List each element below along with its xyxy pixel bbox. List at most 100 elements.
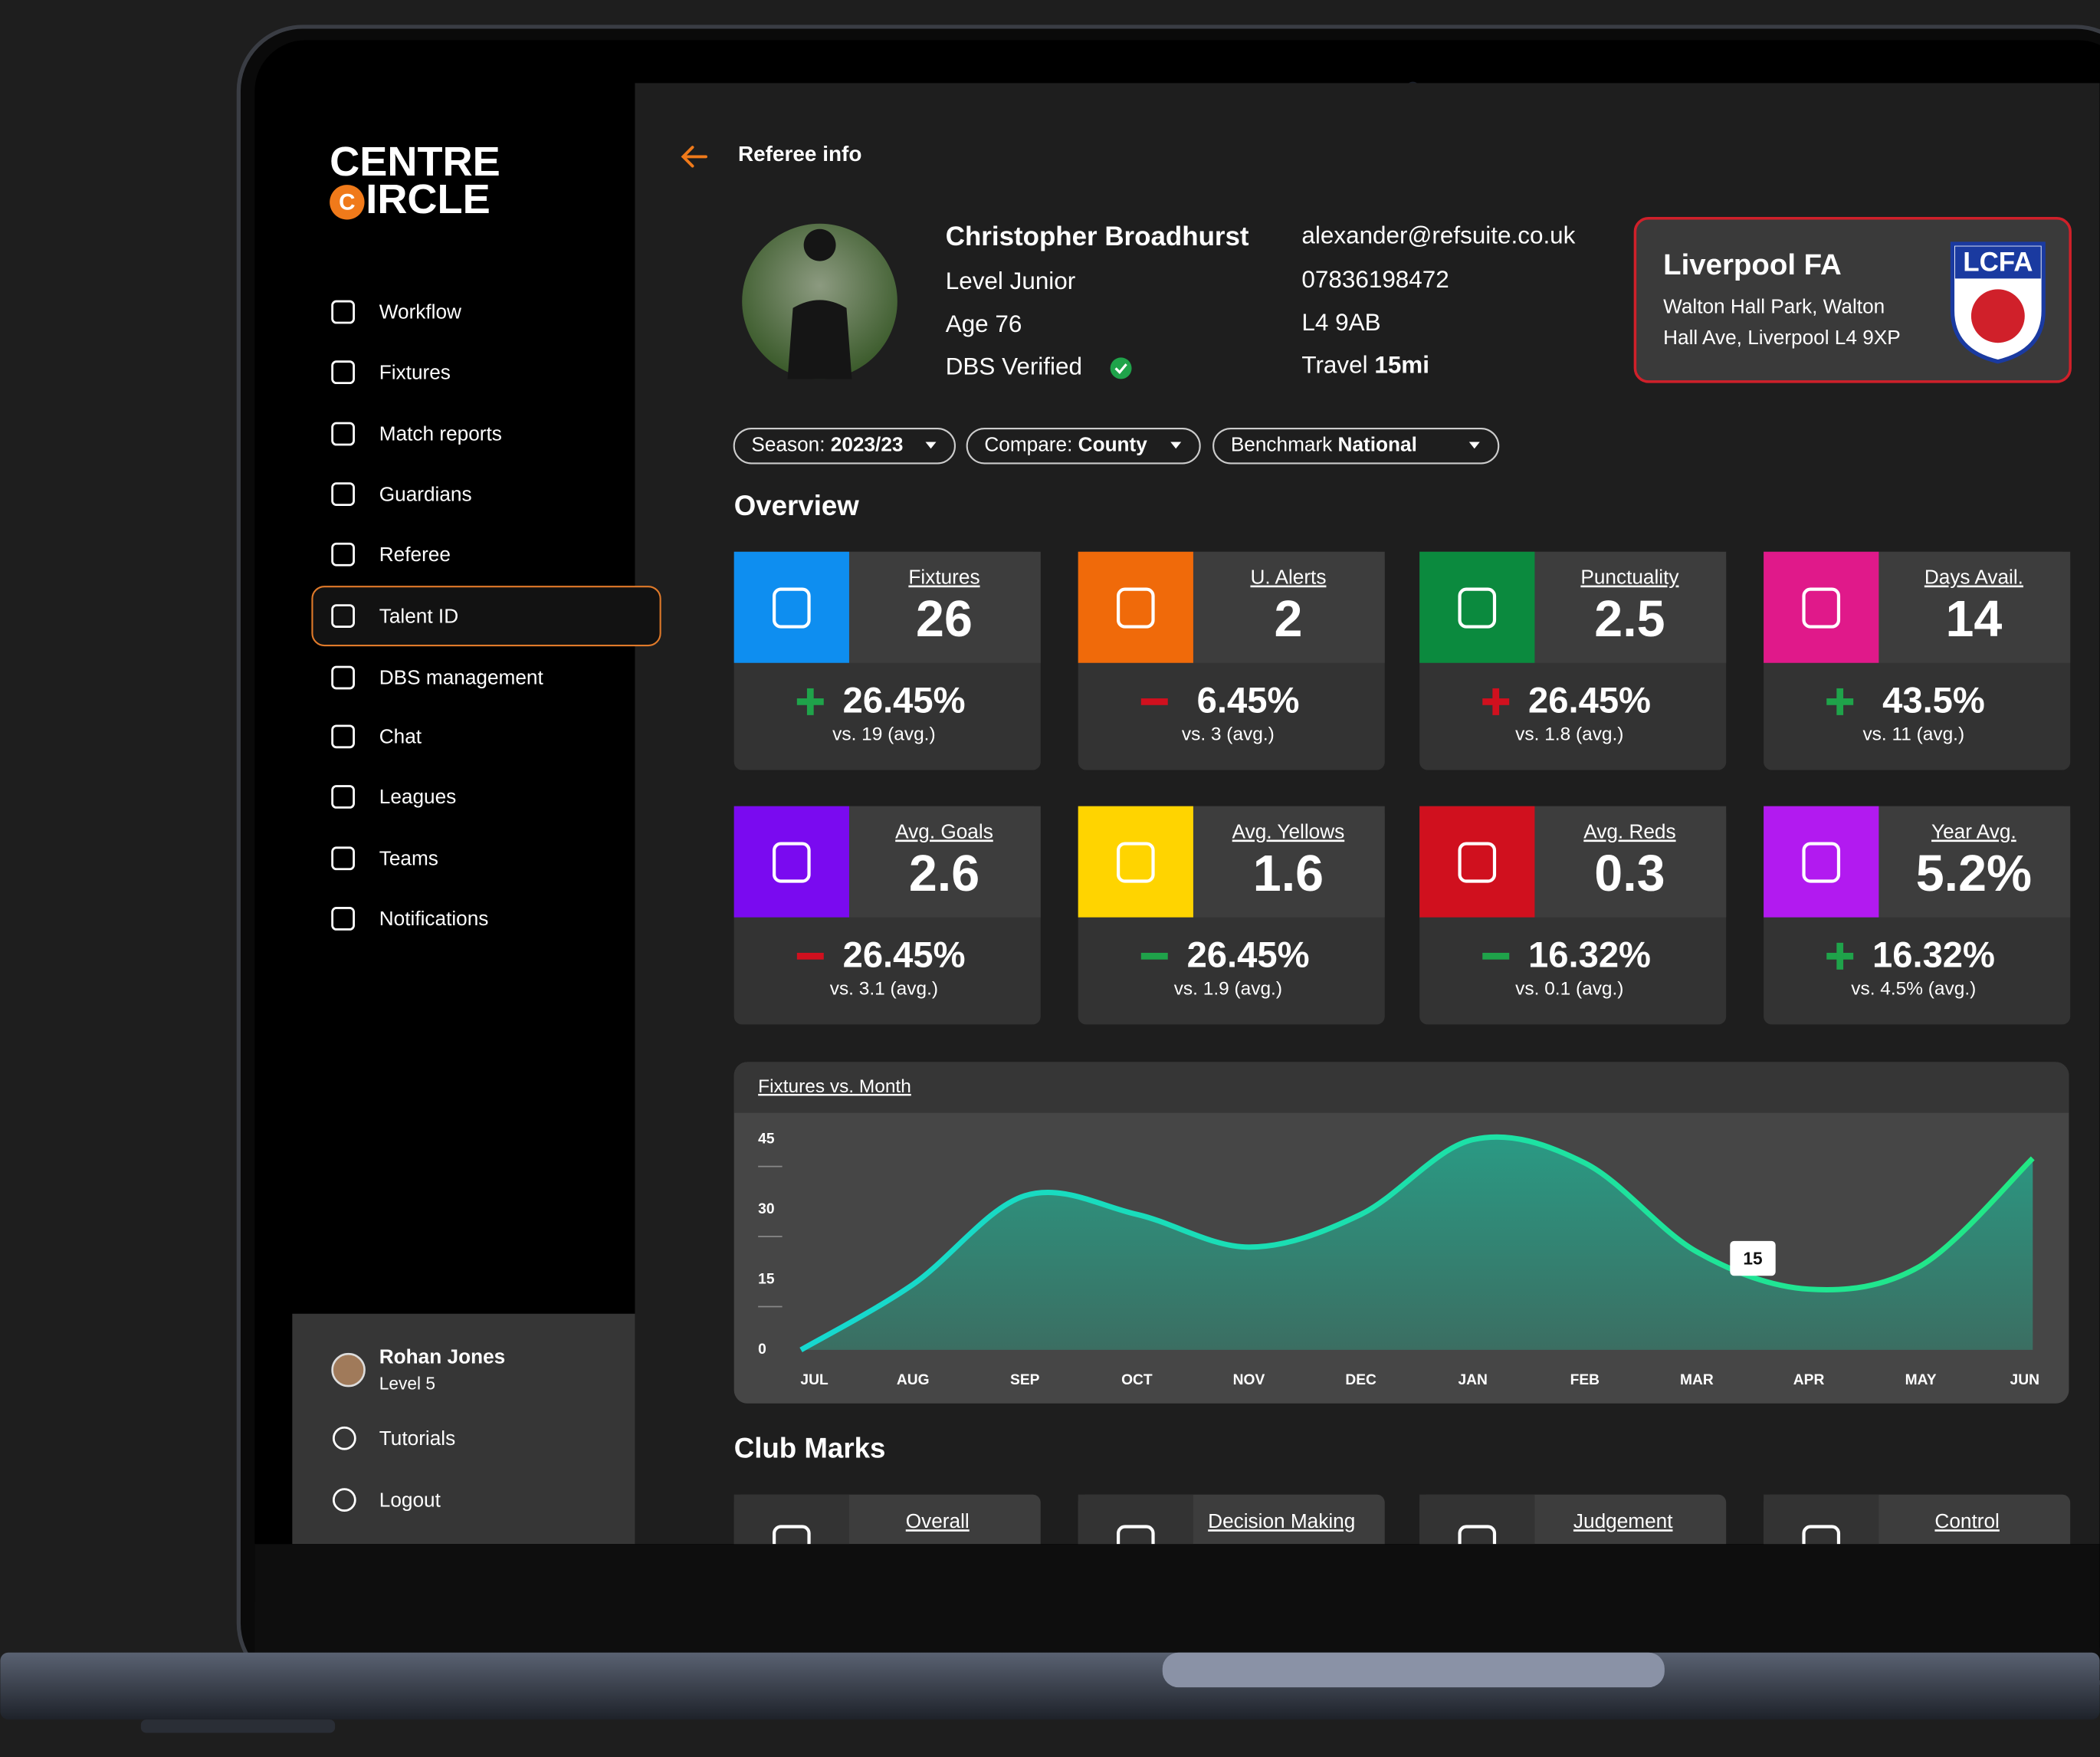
stat-icon (1458, 842, 1497, 883)
back-arrow[interactable] (681, 146, 707, 168)
mark-icon-tile (1078, 1494, 1193, 1545)
filter-value: 2023/23 (831, 433, 904, 456)
stat-icon (773, 587, 811, 629)
stat-icon-tile (1764, 806, 1879, 918)
mark-icon-tile (733, 1494, 849, 1545)
filter-pill[interactable] (966, 427, 1201, 465)
nav-item[interactable]: Chat (379, 724, 422, 747)
stat-label: Avg. Yellows (1232, 820, 1345, 843)
section-title: Overview (734, 490, 860, 521)
nav-icon (331, 846, 355, 871)
laptop-base (0, 1652, 2100, 1720)
profile-level: Level Junior (946, 268, 1076, 294)
filter-caret (1170, 442, 1182, 449)
nav-item[interactable]: Leagues (379, 785, 456, 808)
stat-icon-tile (733, 806, 849, 918)
x-tick-label: DEC (1345, 1372, 1376, 1388)
stat-label: Fixtures (908, 566, 979, 589)
nav-icon (331, 604, 355, 628)
trend-sign (1492, 688, 1500, 715)
y-tick-label: 30 (758, 1201, 774, 1217)
trend-sign (806, 688, 814, 715)
stat-comparison: vs. 1.9 (avg.) (1174, 978, 1282, 999)
chart-card-head (733, 1062, 2069, 1113)
mark-label: Overall (906, 1509, 970, 1532)
trend-sign (796, 952, 824, 960)
nav-icon (331, 360, 355, 385)
x-tick-label: OCT (1121, 1372, 1153, 1388)
stat-comparison: vs. 1.8 (avg.) (1515, 724, 1623, 745)
nav-item[interactable]: Teams (379, 846, 438, 869)
stat-label: Avg. Goals (895, 820, 993, 843)
trend-sign (1140, 698, 1168, 705)
area-line (799, 1134, 2035, 1352)
nav-item[interactable]: Fixtures (379, 360, 451, 383)
footer-nav-item[interactable]: Tutorials (379, 1427, 455, 1450)
mark-label: Control (1934, 1509, 1999, 1532)
filter-label: Benchmark (1231, 433, 1338, 456)
user-name: Rohan Jones (379, 1345, 505, 1368)
travel-label: Travel (1301, 352, 1374, 379)
club-address: Hall Ave, Liverpool L4 9XP (1663, 326, 1901, 349)
stat-value: 2 (1274, 591, 1302, 648)
area-fill (801, 1137, 2033, 1350)
trend-sign (1836, 688, 1844, 715)
nav-item[interactable]: Match reports (379, 422, 502, 445)
verified-badge (1110, 357, 1132, 379)
stat-comparison: vs. 3.1 (avg.) (830, 978, 938, 999)
filter-pill[interactable] (733, 427, 956, 465)
stat-change: 16.32% (1872, 934, 1995, 975)
y-tick-label: 45 (758, 1131, 775, 1148)
mark-icon (773, 1525, 811, 1545)
nav-item[interactable]: Referee (379, 543, 451, 566)
sidebar (292, 83, 635, 1545)
nav-item[interactable]: Talent ID (379, 604, 458, 627)
stat-value: 2.5 (1594, 591, 1665, 648)
nav-item[interactable]: Workflow (379, 300, 461, 323)
verified-check (1114, 363, 1127, 374)
nav-item[interactable]: Notifications (379, 907, 489, 930)
mark-label: Decision Making (1208, 1509, 1355, 1532)
stat-value: 0.3 (1594, 846, 1665, 902)
stat-icon (1802, 842, 1841, 883)
footer-icon (332, 1426, 356, 1450)
nav-icon (331, 785, 355, 809)
x-tick-label: MAR (1680, 1372, 1714, 1388)
nav-icon (331, 724, 355, 749)
nav-active[interactable] (311, 586, 661, 647)
nav-item[interactable]: Guardians (379, 482, 472, 505)
nav-icon (331, 665, 355, 690)
x-tick-label: FEB (1570, 1372, 1600, 1388)
section-title: Club Marks (734, 1433, 886, 1464)
tooltip-box (1730, 1240, 1776, 1276)
stat-label: Punctuality (1580, 566, 1679, 589)
nav-icon (331, 300, 355, 324)
stat-icon-tile (1419, 806, 1535, 918)
profile-age: Age 76 (946, 310, 1022, 337)
nav-item[interactable]: DBS management (379, 666, 544, 689)
stat-icon (1802, 587, 1841, 629)
profile-figure (787, 228, 852, 379)
trend-sign (1482, 952, 1510, 960)
footer-nav-item[interactable]: Logout (379, 1488, 441, 1511)
mark-icon (1458, 1525, 1497, 1545)
filter-value: National (1338, 433, 1417, 456)
stat-icon-tile (1419, 551, 1535, 663)
travel-value: 15mi (1374, 352, 1429, 379)
filter-pill[interactable] (1212, 427, 1500, 465)
club-badge-crest (1970, 289, 2025, 343)
stat-icon-tile (1764, 551, 1879, 663)
stat-change: 16.32% (1528, 934, 1651, 975)
mark-label: Judgement (1573, 1509, 1673, 1532)
stat-change: 26.45% (1187, 934, 1310, 975)
club-name: Liverpool FA (1663, 248, 1842, 281)
nav-icon (331, 422, 355, 446)
stat-change: 43.5% (1882, 680, 1985, 721)
stat-comparison: vs. 3 (avg.) (1182, 724, 1275, 745)
screen-chin (254, 1544, 2100, 1654)
page-title: Referee info (738, 142, 861, 166)
trend-sign (1836, 942, 1844, 970)
stat-value: 26 (916, 591, 973, 648)
y-tick-label: 15 (758, 1272, 775, 1288)
